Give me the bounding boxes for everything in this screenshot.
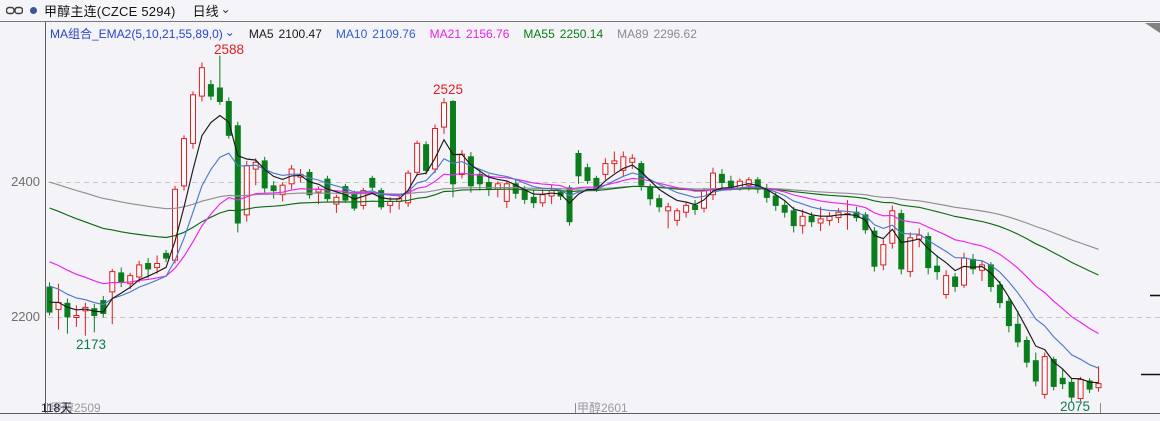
ma89-readout: MA89 2296.62 xyxy=(617,26,697,41)
period-selector[interactable]: 日线 ⌄ xyxy=(193,1,231,20)
ma5-readout: MA5 2100.47 xyxy=(248,26,322,41)
instrument-bullet-icon xyxy=(30,7,37,14)
period-label: 日线 xyxy=(192,4,219,19)
indicator-bar: MA组合_EMA2(5,10,21,55,89,0) ⌄ MA5 2100.47 … xyxy=(50,25,697,42)
footer-contract-2509: 甲醇2509 xyxy=(50,401,101,415)
annotation-low-2173: 2173 xyxy=(75,337,107,352)
annotation-high-2525: 2525 xyxy=(432,82,464,97)
ma10-readout: MA10 2109.76 xyxy=(335,26,416,41)
ma21-readout: MA21 2156.76 xyxy=(429,26,510,41)
indicator-selector[interactable]: MA组合_EMA2(5,10,21,55,89,0) ⌄ xyxy=(50,25,235,42)
chevron-down-icon: ⌄ xyxy=(220,1,231,16)
ma55-readout: MA55 2250.14 xyxy=(523,26,604,41)
footer-bar-count: 118天 xyxy=(41,401,73,415)
y-axis-label-2400: 2400 xyxy=(11,174,40,189)
window-topbar: 甲醇主连(CZCE 5294) 日线 ⌄ xyxy=(0,0,1160,22)
annotation-high-2588: 2588 xyxy=(213,42,245,57)
indicator-name: MA组合_EMA2(5,10,21,55,89,0) xyxy=(50,27,223,41)
chart-title: 甲醇主连(CZCE 5294) xyxy=(44,4,176,19)
footer-contract-2601: 甲醇2601 xyxy=(577,401,628,415)
link-icon[interactable] xyxy=(6,5,23,16)
chevron-down-icon: ⌄ xyxy=(224,24,235,39)
y-axis-label-2200: 2200 xyxy=(11,309,40,324)
corner-triangle-icon xyxy=(1145,23,1160,33)
annotation-low-2075: 2075 xyxy=(1059,399,1091,414)
